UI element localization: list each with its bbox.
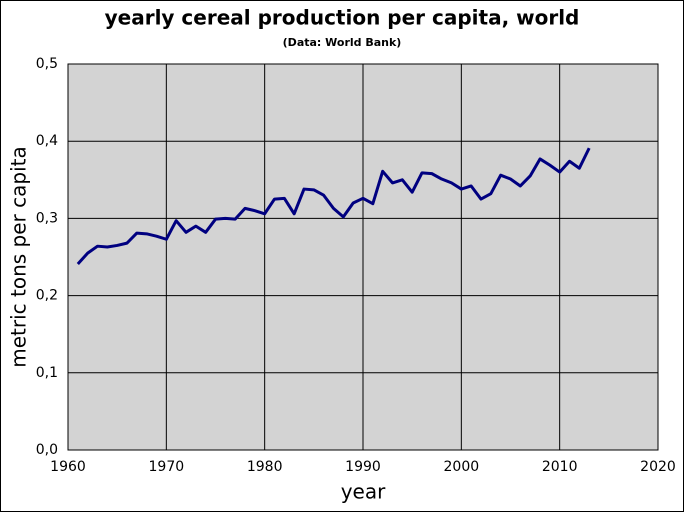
y-tick-label: 0,5 xyxy=(36,56,58,72)
x-tick-label: 1990 xyxy=(345,459,381,475)
x-tick-label: 1960 xyxy=(50,459,86,475)
x-axis-label: year xyxy=(341,480,386,504)
y-tick-label: 0,3 xyxy=(36,210,58,226)
y-tick-label: 0,4 xyxy=(36,133,58,149)
chart-title: yearly cereal production per capita, wor… xyxy=(105,6,580,30)
x-tick-label: 1970 xyxy=(149,459,185,475)
y-tick-label: 0,1 xyxy=(36,365,58,381)
data-line xyxy=(76,147,591,265)
x-tick-label: 2010 xyxy=(542,459,578,475)
y-axis-label: metric tons per capita xyxy=(7,146,31,367)
plot-border xyxy=(67,63,659,451)
y-tick-label: 0,0 xyxy=(36,442,58,458)
x-tick-label: 2020 xyxy=(640,459,676,475)
x-tick-label: 1980 xyxy=(247,459,283,475)
chart-subtitle: (Data: World Bank) xyxy=(283,36,402,49)
x-tick-label: 2000 xyxy=(444,459,480,475)
y-tick-label: 0,2 xyxy=(36,288,58,304)
